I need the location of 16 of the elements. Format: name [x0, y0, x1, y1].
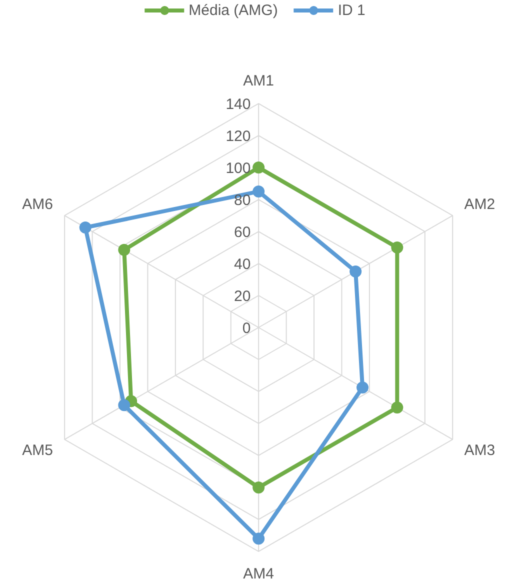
spoke-label: AM3 — [464, 442, 496, 460]
y-tick-label: 100 — [226, 160, 251, 178]
legend-label: ID 1 — [338, 2, 366, 18]
y-tick-label: 20 — [234, 288, 251, 306]
y-tick-label: 60 — [234, 224, 251, 242]
spoke-label: AM6 — [22, 196, 53, 213]
spoke-label: AM4 — [243, 565, 274, 582]
y-tick-label: 120 — [226, 128, 251, 146]
spoke-label: AM1 — [243, 72, 274, 90]
y-tick-label: 40 — [234, 256, 251, 274]
spoke-label: AM5 — [22, 442, 53, 460]
legend-label: Média (AMG) — [188, 2, 278, 18]
y-tick-label: 80 — [234, 192, 251, 210]
y-tick-label: 0 — [242, 320, 251, 337]
y-tick-label: 140 — [226, 96, 251, 114]
spoke-label: AM2 — [464, 196, 496, 213]
